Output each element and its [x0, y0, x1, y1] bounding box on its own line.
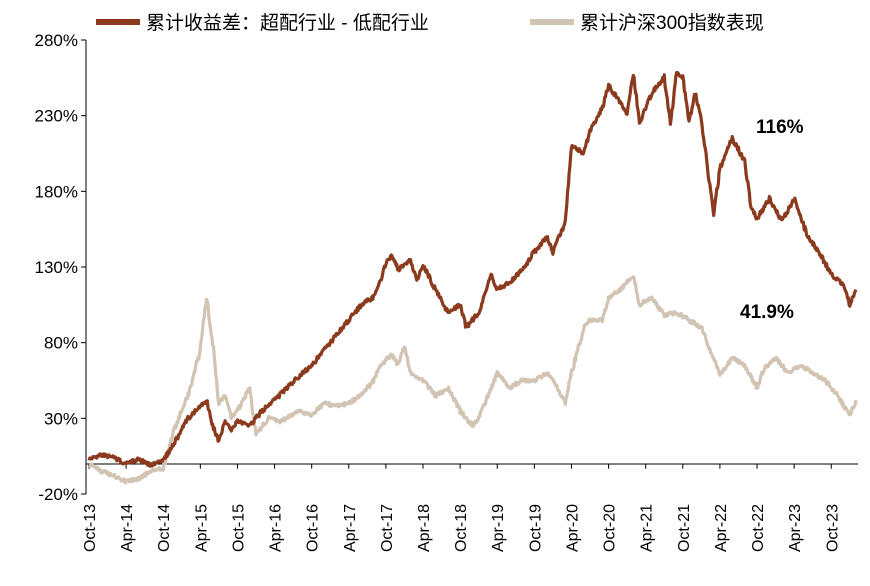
series-line-csi300: [88, 275, 858, 485]
y-tick-label: -20%: [38, 485, 78, 504]
y-tick-label: 130%: [35, 258, 78, 277]
y-tick-label: 80%: [44, 334, 78, 353]
x-tick-label: Oct-21: [676, 504, 693, 552]
x-tick-label: Apr-14: [119, 504, 136, 552]
series-line-excess-return: [87, 70, 858, 468]
y-axis-ticks: -20% 30% 80% 130% 180% 230% 280%: [35, 31, 86, 504]
x-tick-label: Oct-22: [750, 504, 767, 552]
x-tick-label: Apr-23: [787, 504, 804, 552]
legend: 累计收益差：超配行业 - 低配行业 累计沪深300指数表现: [96, 12, 764, 34]
x-tick-label: Oct-17: [379, 504, 396, 552]
x-tick-label: Apr-18: [416, 504, 433, 552]
x-tick-label: Apr-21: [639, 504, 656, 552]
x-tick-label: Oct-13: [82, 504, 99, 552]
x-tick-label: Oct-20: [602, 504, 619, 552]
x-tick-label: Apr-17: [342, 504, 359, 552]
y-tick-label: 280%: [35, 31, 78, 50]
x-axis-ticks: Oct-13 Apr-14 Oct-14 Apr-15 Oct-15 Apr-16 Oct-…: [82, 463, 841, 552]
x-tick-label: Oct-19: [527, 504, 544, 552]
legend-item-excess-return: 累计收益差：超配行业 - 低配行业: [96, 12, 429, 34]
y-tick-label: 180%: [35, 182, 78, 201]
y-tick-label: 230%: [35, 107, 78, 126]
legend-item-csi300: 累计沪深300指数表现: [530, 12, 764, 34]
x-tick-label: Apr-16: [268, 504, 285, 552]
y-tick-label: 30%: [44, 409, 78, 428]
x-tick-label: Oct-23: [824, 504, 841, 552]
legend-label-excess-return: 累计收益差：超配行业 - 低配行业: [146, 12, 429, 34]
x-tick-label: Apr-20: [564, 504, 581, 552]
x-tick-label: Apr-15: [193, 504, 210, 552]
x-tick-label: Oct-14: [156, 504, 173, 552]
x-tick-label: Apr-19: [490, 504, 507, 552]
end-label-excess-return: 116%: [756, 117, 804, 138]
x-tick-label: Oct-15: [230, 504, 247, 552]
x-tick-label: Oct-18: [453, 504, 470, 552]
series-layer: [87, 70, 858, 485]
legend-label-csi300: 累计沪深300指数表现: [580, 12, 764, 34]
end-label-csi300: 41.9%: [740, 302, 794, 323]
x-tick-label: Apr-22: [713, 504, 730, 552]
x-tick-label: Oct-16: [305, 504, 322, 552]
